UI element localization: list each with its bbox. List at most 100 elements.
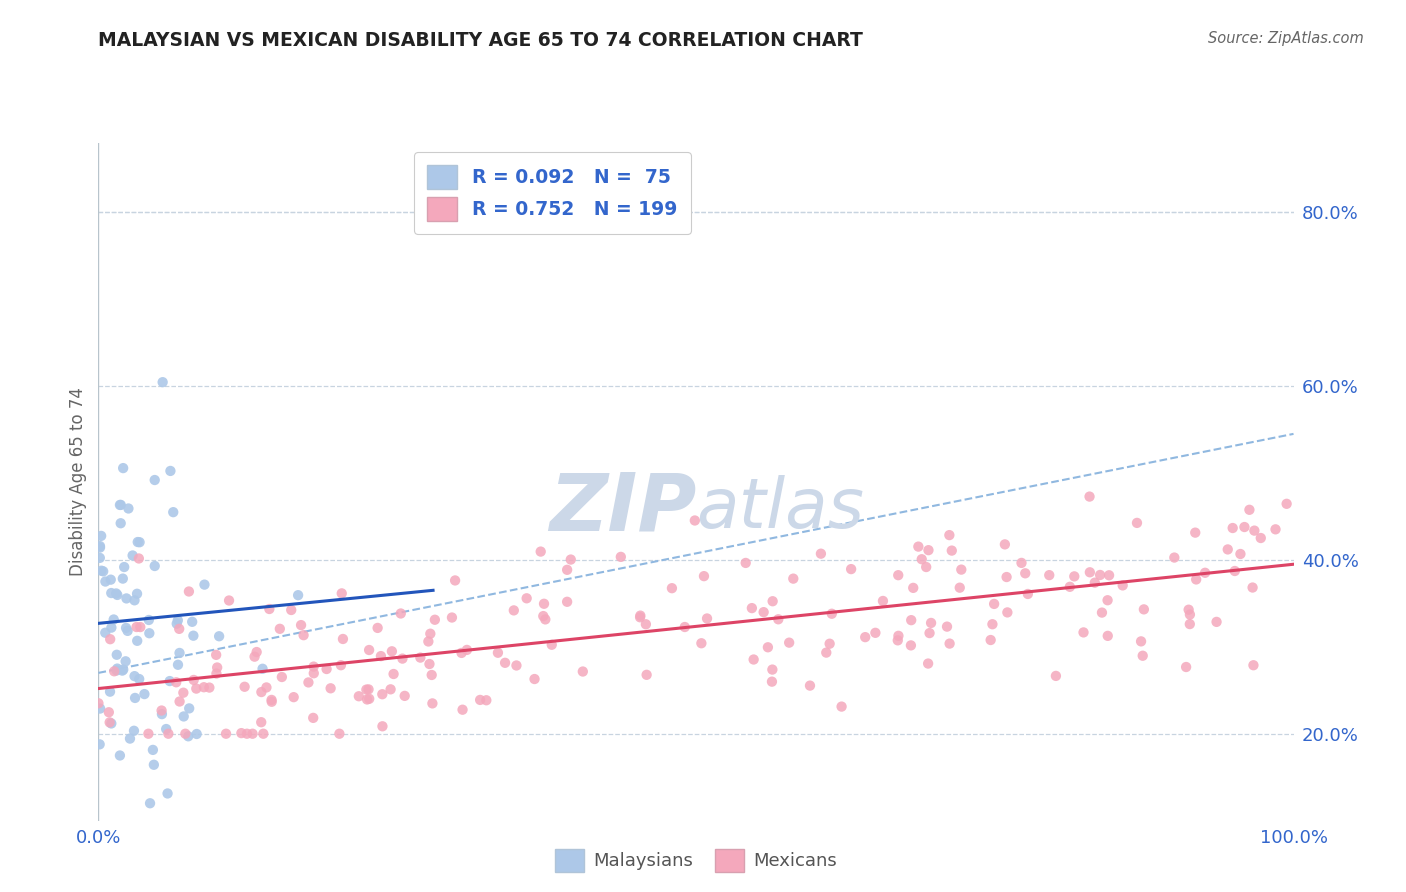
- Point: [382, 667, 405, 681]
- Point: [250, 685, 273, 699]
- Point: [1059, 580, 1081, 594]
- Point: [872, 594, 894, 608]
- Point: [246, 645, 269, 659]
- Point: [1112, 578, 1135, 592]
- Point: [111, 664, 134, 678]
- Point: [911, 552, 934, 566]
- Point: [356, 692, 378, 706]
- Point: [89, 541, 111, 555]
- Point: [853, 630, 876, 644]
- Point: [105, 664, 128, 678]
- Point: [799, 679, 821, 693]
- Point: [887, 568, 910, 582]
- Point: [994, 537, 1017, 551]
- Point: [89, 701, 111, 715]
- Point: [205, 648, 228, 662]
- Point: [1185, 573, 1208, 587]
- Point: [950, 563, 973, 577]
- Point: [290, 618, 312, 632]
- Point: [91, 565, 114, 579]
- Point: [628, 608, 651, 623]
- Point: [183, 673, 205, 687]
- Point: [328, 727, 350, 741]
- Point: [661, 581, 683, 595]
- Point: [347, 690, 370, 704]
- Point: [1243, 524, 1265, 538]
- Point: [610, 549, 633, 564]
- Point: [138, 613, 160, 627]
- Point: [762, 594, 785, 608]
- Point: [124, 593, 146, 607]
- Point: [98, 632, 121, 647]
- Point: [117, 501, 139, 516]
- Point: [242, 727, 264, 741]
- Point: [125, 587, 148, 601]
- Point: [468, 693, 491, 707]
- Point: [938, 528, 960, 542]
- Point: [1133, 602, 1156, 616]
- Point: [128, 551, 150, 566]
- Point: [252, 662, 274, 676]
- Point: [173, 709, 195, 723]
- Point: [134, 687, 156, 701]
- Point: [115, 591, 138, 606]
- Point: [121, 549, 143, 563]
- Point: [810, 547, 832, 561]
- Point: [530, 544, 553, 558]
- Point: [494, 656, 516, 670]
- Point: [292, 628, 315, 642]
- Point: [995, 570, 1018, 584]
- Point: [555, 563, 578, 577]
- Point: [159, 674, 181, 689]
- Point: [108, 498, 131, 512]
- Point: [142, 743, 165, 757]
- Point: [105, 648, 128, 662]
- Point: [215, 727, 238, 741]
- Point: [315, 662, 337, 676]
- Point: [172, 686, 194, 700]
- Point: [1098, 568, 1121, 582]
- Point: [456, 643, 478, 657]
- Point: [419, 626, 441, 640]
- Point: [1088, 568, 1111, 582]
- Point: [150, 707, 173, 722]
- Point: [103, 612, 125, 626]
- Point: [287, 588, 309, 602]
- Point: [900, 639, 922, 653]
- Point: [1130, 634, 1153, 648]
- Point: [683, 514, 706, 528]
- Point: [252, 727, 274, 741]
- Point: [1177, 603, 1199, 617]
- Point: [887, 633, 910, 648]
- Point: [110, 516, 132, 531]
- Point: [155, 722, 177, 736]
- Point: [534, 612, 557, 626]
- Point: [177, 729, 200, 743]
- Point: [143, 559, 166, 574]
- Point: [1222, 521, 1244, 535]
- Text: ZIP: ZIP: [548, 470, 696, 548]
- Point: [166, 616, 188, 631]
- Point: [389, 607, 412, 621]
- Point: [94, 625, 117, 640]
- Point: [920, 615, 942, 630]
- Point: [208, 629, 231, 643]
- Point: [505, 658, 527, 673]
- Point: [218, 593, 240, 607]
- Point: [370, 649, 392, 664]
- Point: [356, 682, 378, 697]
- Point: [778, 635, 800, 649]
- Point: [302, 666, 325, 681]
- Point: [330, 586, 353, 600]
- Point: [127, 633, 149, 648]
- Point: [391, 651, 413, 665]
- Point: [818, 637, 841, 651]
- Point: [1239, 503, 1261, 517]
- Point: [371, 687, 394, 701]
- Point: [560, 552, 582, 566]
- Point: [915, 560, 938, 574]
- Point: [98, 715, 121, 730]
- Point: [165, 675, 187, 690]
- Point: [302, 711, 325, 725]
- Point: [118, 731, 141, 746]
